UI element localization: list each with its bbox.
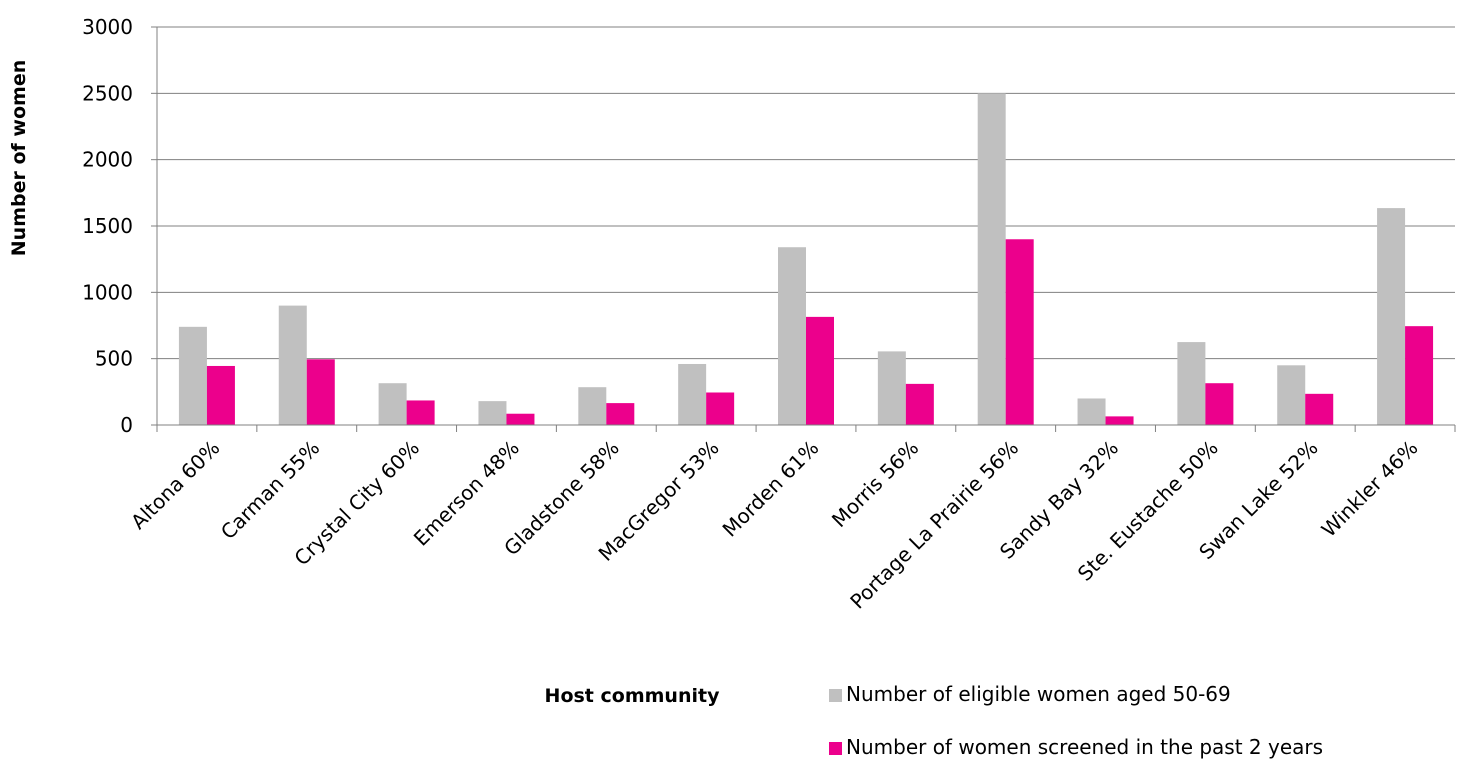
- bar-eligible: [1377, 208, 1406, 425]
- bar-eligible: [1177, 342, 1206, 425]
- legend-label-eligible: Number of eligible women aged 50-69: [846, 682, 1231, 706]
- bar-screened: [406, 400, 435, 425]
- y-tick-label: 1500: [82, 214, 133, 238]
- x-tick-label: Carman 55%: [216, 436, 324, 544]
- x-tick-label: Portage La Prairie 56%: [845, 436, 1023, 614]
- bar-screened: [905, 383, 934, 425]
- bar-eligible: [378, 383, 407, 425]
- y-tick-label: 500: [95, 347, 133, 371]
- x-tick-label: Morden 61%: [718, 436, 824, 542]
- bar-screened: [1405, 326, 1434, 425]
- y-tick-label: 1000: [82, 280, 133, 304]
- bar-eligible: [578, 387, 607, 425]
- y-axis-title: Number of women: [8, 60, 30, 256]
- bars: [178, 93, 1434, 425]
- bar-eligible: [478, 401, 507, 425]
- bar-screened: [206, 365, 235, 425]
- bar-screened: [606, 403, 635, 425]
- bar-screened: [1205, 383, 1234, 425]
- x-tick-label: Morris 56%: [827, 436, 923, 532]
- y-tick-label: 2000: [82, 148, 133, 172]
- bar-screened: [1305, 393, 1334, 425]
- bar-eligible: [877, 351, 906, 425]
- y-tick-label: 0: [120, 413, 133, 437]
- x-tick-label: Emerson 48%: [409, 436, 524, 551]
- y-tick-label: 3000: [82, 15, 133, 39]
- bar-screened: [506, 413, 535, 425]
- axes: [156, 27, 1456, 432]
- legend: Number of eligible women aged 50-69 Numb…: [829, 682, 1323, 759]
- bar-eligible: [977, 93, 1006, 425]
- bar-screened: [706, 392, 735, 425]
- y-tick-label: 2500: [82, 81, 133, 105]
- bar-eligible: [278, 305, 307, 425]
- bar-screened: [1005, 239, 1034, 425]
- x-axis-title: Host community: [545, 685, 721, 707]
- legend-label-screened: Number of women screened in the past 2 y…: [846, 735, 1323, 759]
- bar-eligible: [678, 363, 707, 425]
- legend-swatch-screened: [829, 742, 842, 755]
- legend-swatch-eligible: [829, 689, 842, 702]
- bar-screened: [1105, 416, 1134, 425]
- x-tick-labels: Altona 60%Carman 55%Crystal City 60%Emer…: [126, 436, 1422, 614]
- x-tick-label: Winkler 46%: [1317, 436, 1423, 542]
- bar-screened: [306, 359, 335, 425]
- bar-eligible: [1077, 398, 1106, 425]
- y-tick-labels: 0 500 1000 1500 2000 2500 3000: [82, 15, 133, 437]
- bar-eligible: [178, 326, 207, 425]
- bar-eligible: [778, 247, 806, 425]
- bar-eligible: [1277, 365, 1306, 425]
- x-tick-label: Altona 60%: [126, 436, 224, 534]
- bar-screened: [806, 316, 834, 425]
- gridlines: [151, 26, 1455, 426]
